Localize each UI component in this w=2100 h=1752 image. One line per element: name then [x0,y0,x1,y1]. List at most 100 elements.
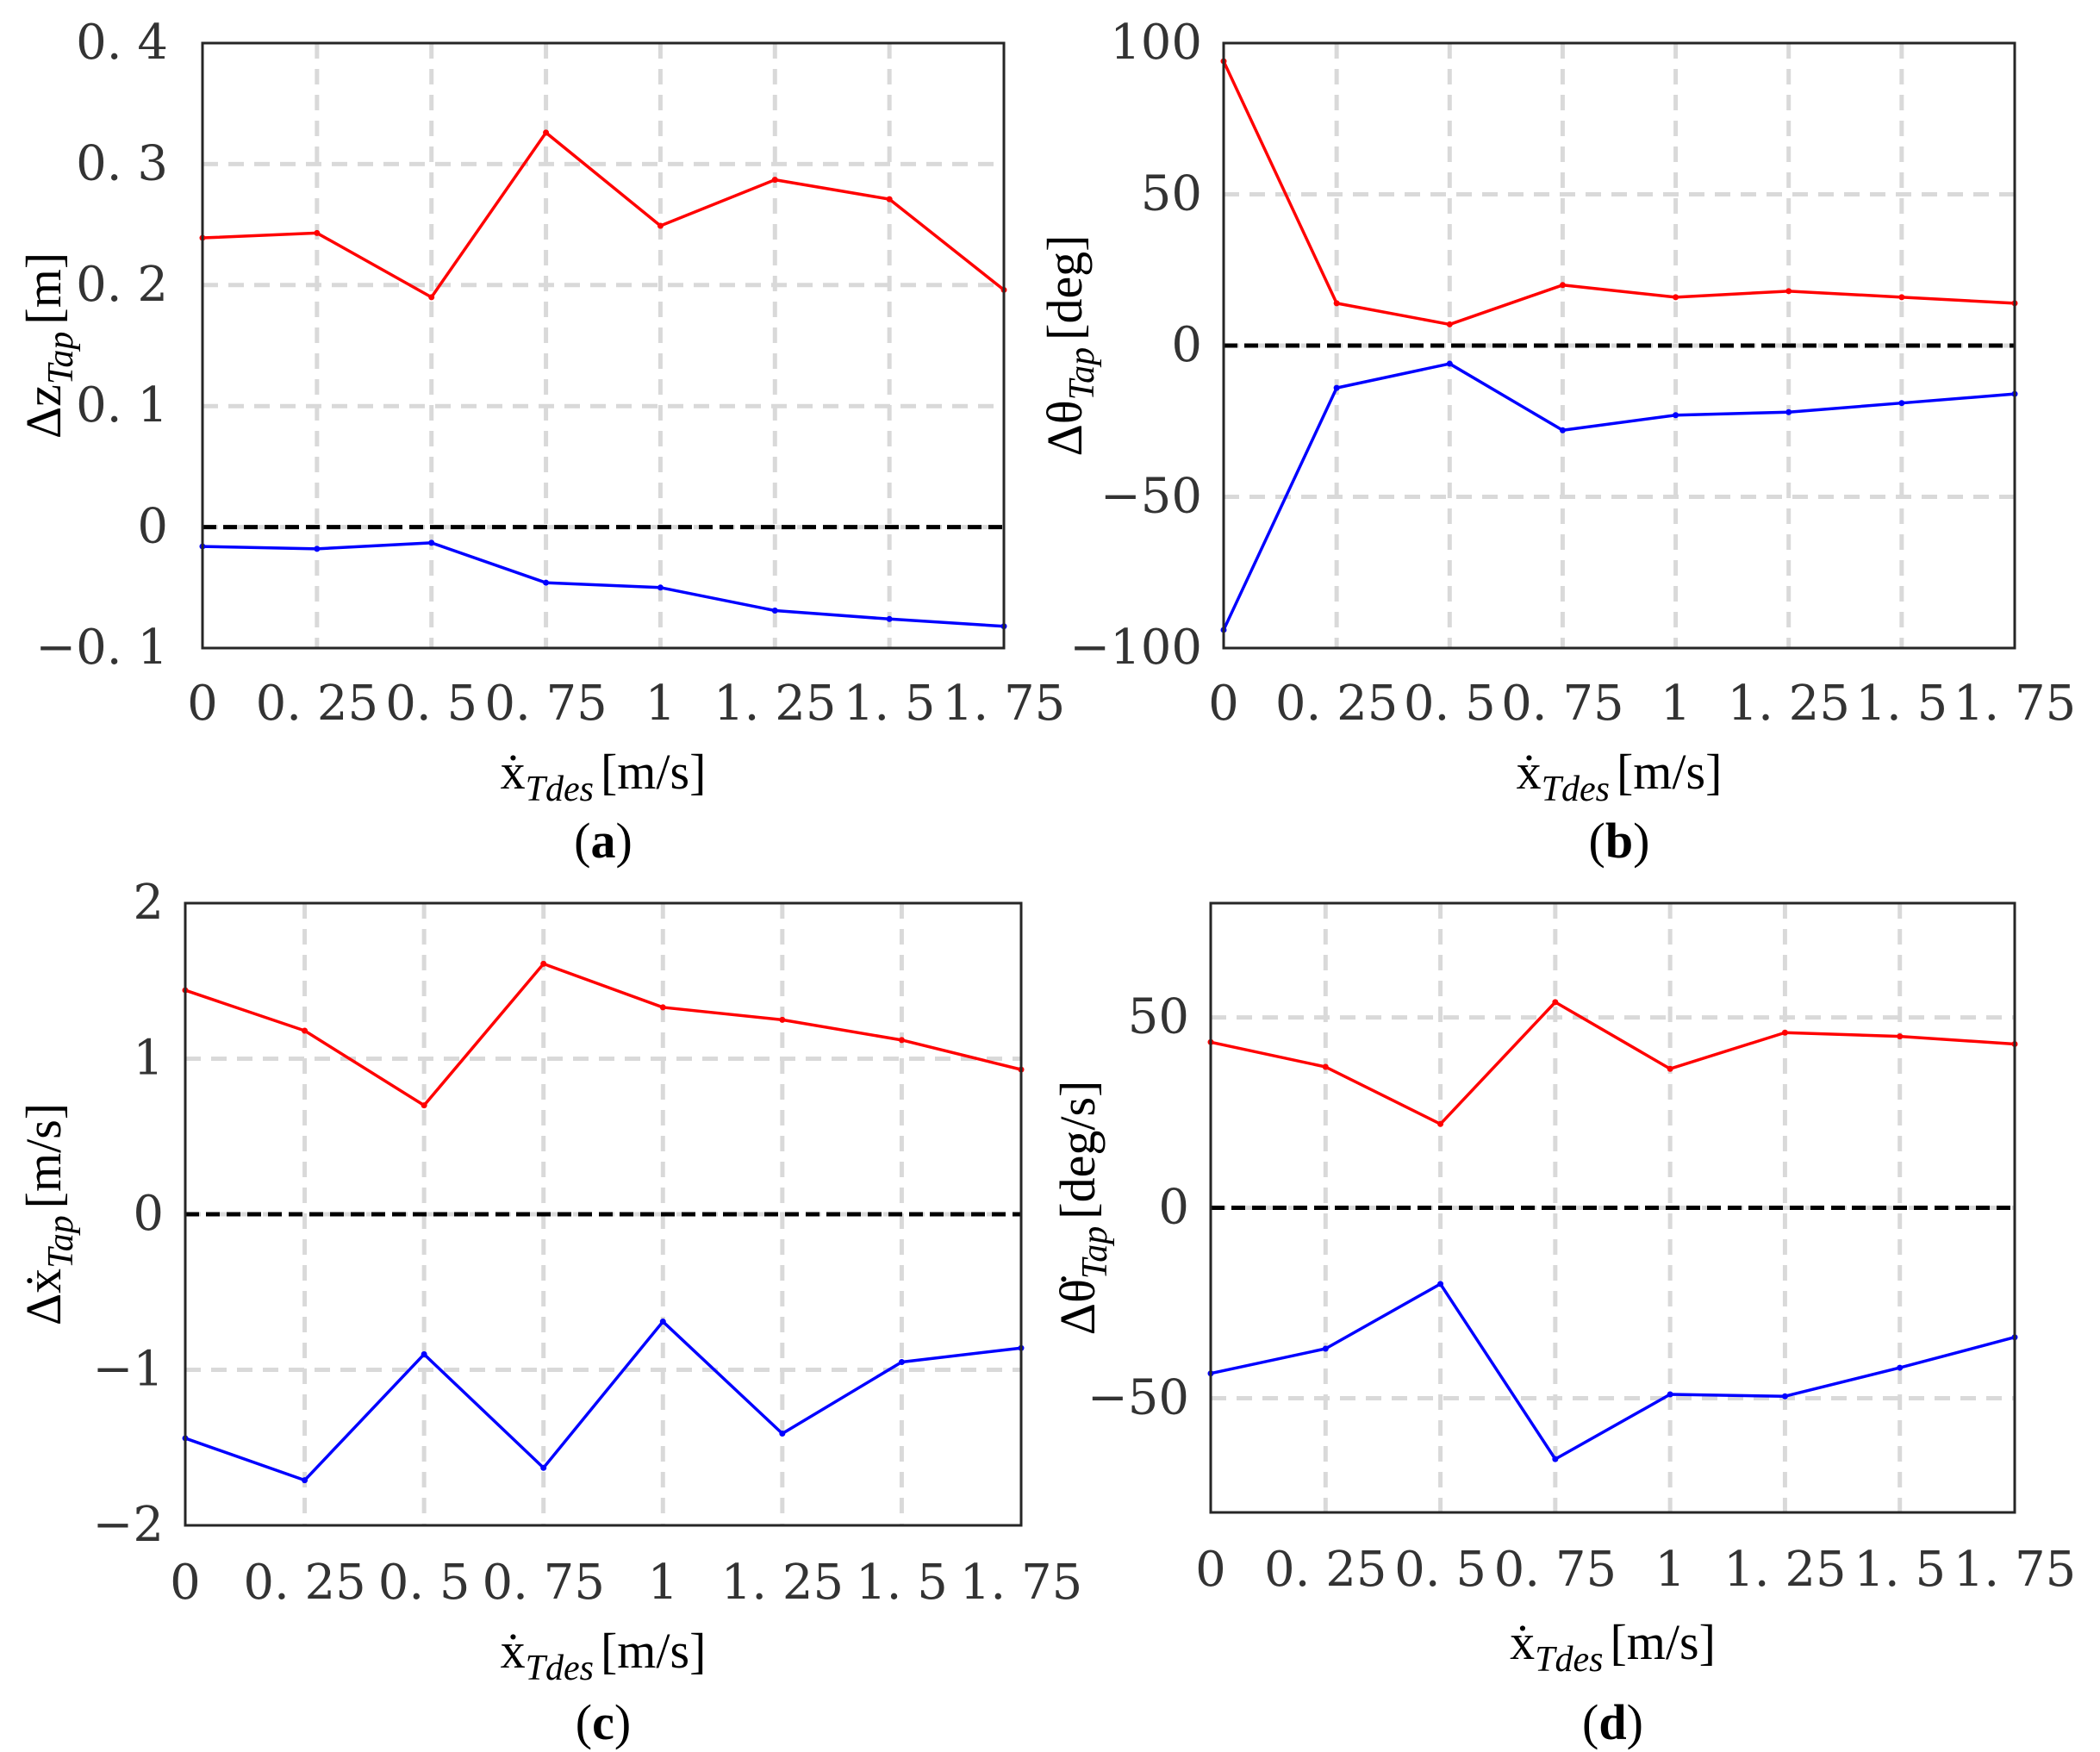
data-point-lower [886,615,893,622]
data-point-lower [657,584,664,591]
data-point-upper [771,177,778,184]
data-point-lower [428,539,435,546]
data-point-lower [1333,384,1340,391]
chart-panel-c: −2 −1 0 1 2 0 0. 25 0. 5 0. 75 1 1. 25 1. 5 1. 75 ẋTd… [16,875,1082,1750]
x-tick-label: 0. 25 [256,676,379,732]
y-tick-label: 100 [1110,15,1202,71]
x-tick-label: 0 [1195,1542,1226,1598]
data-point-upper [1322,1063,1329,1070]
data-point-upper [428,294,435,301]
data-point-upper [1437,1120,1444,1127]
x-tick-label: 1 [647,1555,678,1611]
axes-frame [184,901,1023,1527]
x-tick-label: 0 [170,1555,201,1611]
x-tick-label: 0 [187,676,218,732]
x-axis-label: ẋTdes [m/s] [1517,744,1723,809]
y-tick-label: −2 [92,1497,164,1553]
chart-panel-b: −100 −50 0 50 100 0 0. 25 0. 5 0. 75 1 1. 25 1. 5 1.… [1037,15,2076,869]
panel-label-b: (b) [1589,813,1650,869]
axes-frame [201,41,1006,650]
data-point-upper [540,960,547,967]
data-point-lower [1446,360,1453,367]
y-tick-label: 0 [137,499,168,555]
y-tick-label: −0. 1 [35,620,168,676]
x-tick-label: 1. 75 [1954,676,2077,732]
panel-label-a: (a) [574,813,632,869]
y-tick-label: 0 [133,1186,164,1242]
x-tick-label: 0. 25 [1264,1542,1387,1598]
data-point-lower [898,1358,905,1365]
data-point-lower [1781,1393,1788,1400]
y-tick-label: 2 [133,875,164,931]
x-tick-label: 0. 5 [1394,1542,1486,1598]
y-tick-label: −50 [1100,469,1202,525]
series-line-lower [184,1319,1022,1482]
data-point-upper [1446,321,1453,327]
data-point-upper [1667,1065,1673,1072]
data-point-upper [1897,1033,1904,1040]
data-point-upper [1333,300,1340,307]
y-tick-label: −50 [1087,1369,1189,1425]
x-tick-label: 0. 25 [1275,676,1399,732]
data-point-upper [886,196,893,203]
data-point-lower [1898,400,1905,407]
data-point-upper [421,1102,427,1109]
data-point-upper [543,129,550,136]
x-tick-label: 0. 75 [1494,1542,1617,1598]
x-tick-label: 0. 5 [378,1555,470,1611]
data-point-lower [1322,1345,1329,1352]
series-line-upper [184,962,1022,1107]
x-tick-label: 1 [645,676,676,732]
y-axis-label: ΔθTap[deg] [1037,235,1102,457]
data-point-upper [1673,294,1679,301]
x-tick-label: 1. 5 [844,676,936,732]
y-tick-label: 0. 3 [76,135,168,191]
data-point-upper [1559,282,1566,289]
y-tick-label: 0. 1 [76,377,168,433]
series-line-lower [1210,1282,2016,1461]
x-tick-label: 0. 75 [484,676,608,732]
y-tick-label: 50 [1128,989,1189,1045]
data-point-upper [779,1016,786,1023]
data-point-lower [1667,1391,1673,1398]
data-point-upper [302,1027,308,1034]
y-tick-label: 1 [133,1031,164,1087]
data-point-lower [659,1319,666,1325]
data-point-lower [540,1464,547,1471]
y-axis-label: Δθ̇Tap[deg/s] [1050,1081,1115,1336]
x-tick-label: 1. 5 [1854,1542,1946,1598]
y-axis-label: ΔẋTap[m/s] [16,1103,81,1325]
x-tick-label: 1. 5 [1855,676,1947,732]
y-tick-label: 0 [1171,317,1202,373]
x-tick-label: 0. 75 [1501,676,1624,732]
x-tick-label: 1. 25 [714,676,837,732]
series-line-upper [1210,1001,2016,1126]
data-point-lower [1437,1281,1444,1288]
data-point-lower [1559,427,1566,433]
series-line-lower [202,541,1005,628]
x-tick-label: 1. 75 [960,1555,1083,1611]
x-axis-label: ẋTdes [m/s] [501,1623,707,1688]
y-tick-label: 0. 2 [76,257,168,313]
data-point-lower [771,607,778,614]
series-line-upper [1222,60,2016,327]
data-point-upper [1785,288,1792,295]
y-axis-label: ΔzTap[m] [16,253,81,439]
x-axis-label: ẋTdes [m/s] [501,744,707,809]
data-point-upper [898,1037,905,1044]
data-point-upper [657,222,664,229]
x-tick-label: 1. 5 [856,1555,948,1611]
x-tick-label: 1. 75 [1954,1542,2077,1598]
x-tick-label: 1. 75 [943,676,1066,732]
x-tick-label: 0. 25 [243,1555,366,1611]
y-tick-label: −1 [92,1342,164,1398]
series-line-lower [1222,362,2016,631]
x-tick-label: 1. 25 [721,1555,844,1611]
y-tick-label: −100 [1069,620,1202,676]
y-tick-label: 0 [1158,1180,1189,1236]
x-tick-label: 1. 25 [1727,676,1850,732]
x-tick-label: 1 [1661,676,1692,732]
series-line-upper [202,131,1006,299]
data-point-lower [1897,1364,1904,1371]
